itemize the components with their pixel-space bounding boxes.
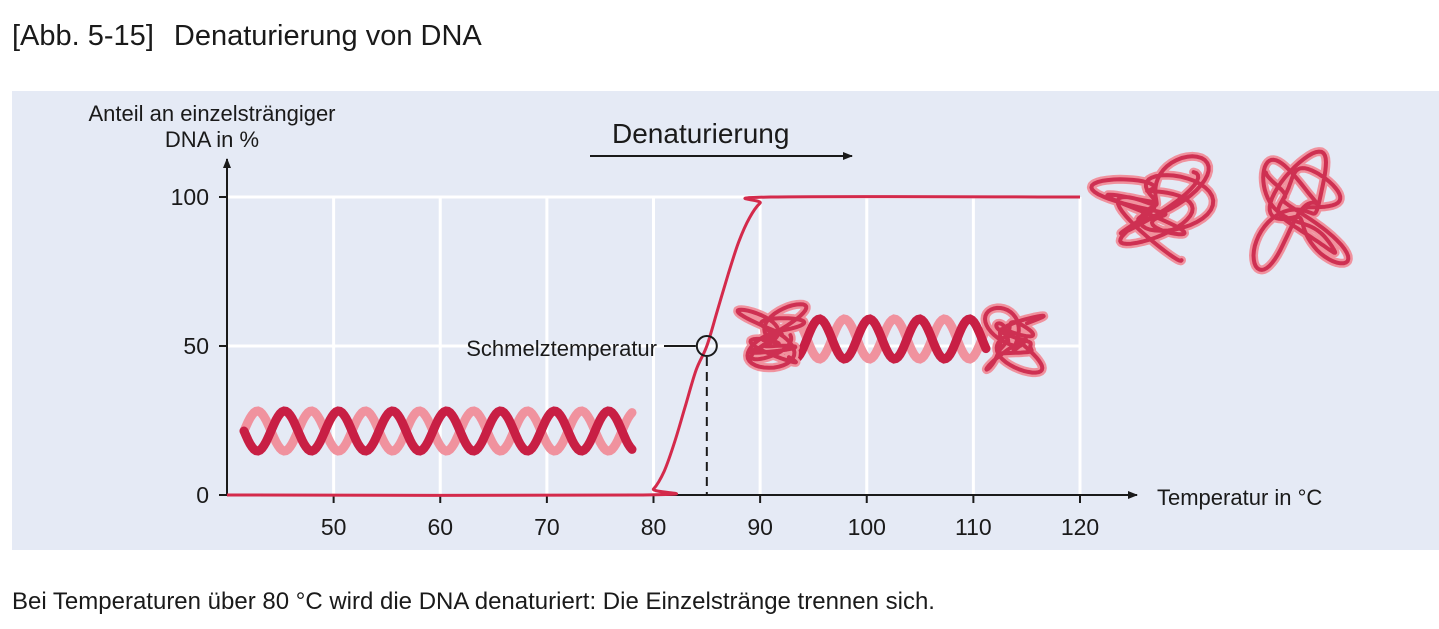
melting-point-marker (695, 335, 718, 357)
single-strand-coil-2 (1249, 147, 1353, 275)
figure-title: [Abb. 5-15] Denaturierung von DNA (12, 20, 482, 53)
y-axis-label-line-2: DNA in % (165, 127, 259, 152)
unwound-strand-right (980, 303, 1049, 378)
melting-temperature-label: Schmelztemperatur (466, 336, 657, 361)
x-tick-label-90: 90 (747, 514, 773, 540)
dna-illustrations (239, 147, 1353, 456)
helix-strand-front (777, 314, 991, 364)
y-tick-label-0: 0 (196, 482, 209, 508)
denaturation-arrow-label: Denaturierung (612, 118, 789, 149)
x-tick-label-110: 110 (955, 514, 992, 540)
denaturation-chart: 50 60 70 80 90 100 110 120 0 50 100 Anteil an einz… (88, 101, 1353, 540)
double-helix-illustration (239, 406, 637, 456)
y-tick-label-100: 100 (171, 184, 209, 210)
partially-denatured-helix-illustration (777, 314, 991, 364)
x-tick-label-120: 120 (1061, 514, 1099, 540)
helix-strand-front (239, 406, 637, 456)
coil-strand (1089, 154, 1216, 263)
x-tick-label-100: 100 (848, 514, 886, 540)
curve-layer (226, 195, 1081, 497)
melting-curve (226, 195, 1081, 497)
single-strand-coil-1 (1086, 151, 1218, 266)
x-tick-label-70: 70 (534, 514, 560, 540)
figure-number: [Abb. 5-15] (12, 20, 154, 52)
coil-strand (735, 302, 809, 370)
unwound-strand-left (733, 299, 811, 373)
y-tick-label-50: 50 (183, 333, 209, 359)
figure-title-text: Denaturierung von DNA (173, 20, 482, 52)
x-axis-label: Temperatur in °C (1157, 485, 1322, 510)
chart-panel: 50 60 70 80 90 100 110 120 0 50 100 Anteil an einz… (12, 91, 1439, 550)
x-tick-label-50: 50 (321, 514, 347, 540)
coil-strand (1251, 149, 1351, 272)
labels: Anteil an einzelsträngiger DNA in % Temp… (88, 101, 1322, 510)
figure-caption: Bei Temperaturen über 80 °C wird die DNA… (12, 588, 935, 615)
x-tick-label-80: 80 (641, 514, 667, 540)
y-axis-label-line-1: Anteil an einzelsträngiger (88, 101, 335, 126)
x-tick-label-60: 60 (427, 514, 453, 540)
coil-strand (983, 305, 1046, 375)
